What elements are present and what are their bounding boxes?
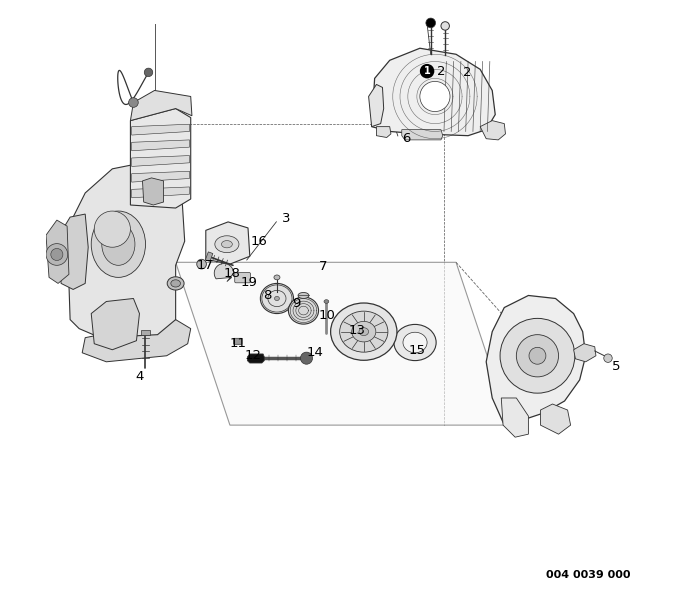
- Ellipse shape: [222, 241, 232, 248]
- Polygon shape: [46, 220, 69, 283]
- Circle shape: [529, 347, 546, 364]
- Polygon shape: [67, 163, 185, 338]
- Ellipse shape: [394, 324, 436, 361]
- Polygon shape: [402, 130, 443, 140]
- Text: 11: 11: [230, 337, 247, 350]
- Circle shape: [51, 248, 63, 260]
- Text: 12: 12: [245, 349, 262, 362]
- Ellipse shape: [324, 300, 329, 303]
- Text: 13: 13: [349, 324, 366, 337]
- Polygon shape: [368, 84, 384, 127]
- Text: 2: 2: [436, 65, 445, 78]
- Polygon shape: [541, 404, 571, 434]
- Text: 3: 3: [282, 212, 291, 225]
- Text: 18: 18: [223, 267, 240, 280]
- Circle shape: [145, 68, 153, 77]
- Ellipse shape: [215, 236, 239, 253]
- Text: 6: 6: [402, 132, 410, 145]
- Circle shape: [95, 211, 131, 247]
- Circle shape: [426, 18, 436, 28]
- Polygon shape: [142, 178, 163, 205]
- Polygon shape: [131, 124, 190, 135]
- Polygon shape: [131, 171, 190, 182]
- Ellipse shape: [359, 327, 368, 335]
- Circle shape: [420, 81, 450, 112]
- Ellipse shape: [352, 321, 376, 342]
- Circle shape: [129, 98, 138, 107]
- Polygon shape: [486, 295, 586, 425]
- Polygon shape: [247, 354, 264, 363]
- Polygon shape: [501, 398, 528, 437]
- Polygon shape: [131, 156, 190, 166]
- Circle shape: [500, 318, 575, 393]
- Circle shape: [604, 354, 612, 362]
- FancyBboxPatch shape: [234, 338, 242, 344]
- Ellipse shape: [91, 211, 145, 277]
- Text: 7: 7: [318, 260, 327, 273]
- Text: 2: 2: [464, 66, 472, 79]
- Text: 5: 5: [612, 360, 620, 373]
- Text: 1: 1: [424, 66, 430, 76]
- Ellipse shape: [275, 297, 279, 301]
- Polygon shape: [480, 121, 505, 140]
- Circle shape: [516, 335, 559, 377]
- Polygon shape: [206, 252, 213, 262]
- Ellipse shape: [340, 311, 388, 352]
- FancyBboxPatch shape: [235, 273, 250, 283]
- Circle shape: [46, 244, 67, 265]
- Text: 9: 9: [292, 297, 300, 311]
- Polygon shape: [372, 48, 496, 136]
- Text: 4: 4: [136, 370, 144, 384]
- Text: 16: 16: [251, 235, 268, 248]
- Ellipse shape: [261, 283, 293, 314]
- Polygon shape: [176, 262, 510, 425]
- Ellipse shape: [171, 280, 181, 287]
- Ellipse shape: [274, 275, 280, 280]
- Text: 14: 14: [306, 346, 323, 359]
- Text: 10: 10: [318, 309, 336, 323]
- Polygon shape: [206, 222, 250, 264]
- Ellipse shape: [101, 223, 135, 265]
- Polygon shape: [131, 140, 190, 151]
- Polygon shape: [91, 298, 140, 350]
- Circle shape: [197, 259, 206, 269]
- Polygon shape: [131, 109, 190, 208]
- Polygon shape: [131, 187, 190, 198]
- Ellipse shape: [167, 277, 184, 290]
- Text: 15: 15: [409, 344, 426, 358]
- Ellipse shape: [298, 292, 309, 298]
- Polygon shape: [131, 90, 192, 121]
- Circle shape: [420, 64, 434, 78]
- Text: 004 0039 000: 004 0039 000: [546, 570, 631, 580]
- Ellipse shape: [288, 297, 318, 324]
- Polygon shape: [59, 214, 88, 289]
- Polygon shape: [377, 127, 391, 137]
- Ellipse shape: [403, 332, 427, 353]
- Ellipse shape: [331, 303, 397, 360]
- Circle shape: [300, 352, 313, 364]
- Text: 17: 17: [197, 259, 214, 272]
- Polygon shape: [82, 320, 190, 362]
- Polygon shape: [573, 344, 596, 362]
- Polygon shape: [214, 264, 234, 282]
- Polygon shape: [141, 330, 149, 335]
- Text: 19: 19: [240, 276, 257, 289]
- Text: 8: 8: [263, 289, 272, 302]
- Circle shape: [441, 22, 450, 30]
